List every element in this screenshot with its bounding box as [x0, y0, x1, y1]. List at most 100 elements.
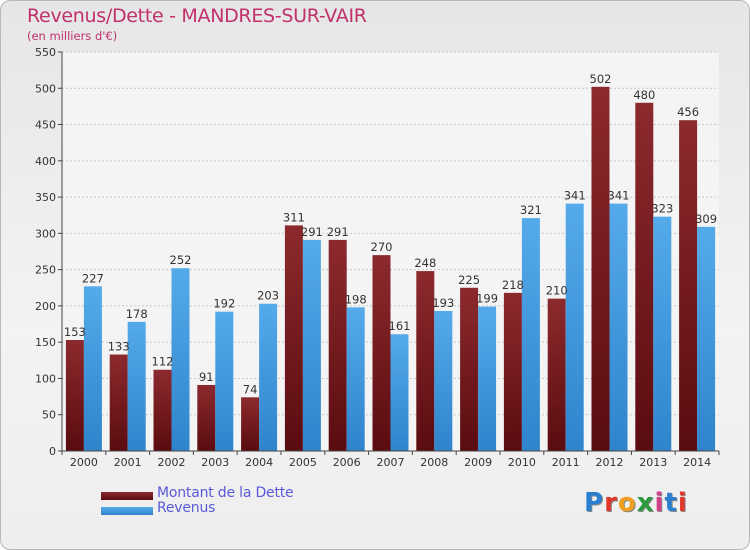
logo-letter: x	[636, 488, 655, 518]
x-tick-label: 2006	[333, 456, 361, 469]
bar-dette	[460, 287, 479, 451]
bar-dette	[65, 340, 84, 451]
y-tick-label: 50	[42, 409, 56, 422]
value-label-revenus: 291	[301, 225, 323, 239]
bar-revenus	[521, 218, 540, 451]
bar-dette	[241, 397, 260, 451]
x-tick-label: 2002	[158, 456, 186, 469]
bar-revenus	[346, 307, 365, 451]
value-label-revenus: 323	[651, 202, 673, 216]
bar-revenus	[259, 303, 278, 451]
legend-swatch-dette	[101, 492, 153, 500]
bar-revenus	[390, 334, 409, 451]
y-tick-label: 550	[35, 46, 56, 59]
value-label-dette: 218	[502, 278, 524, 292]
x-tick-label: 2001	[114, 456, 142, 469]
bar-revenus	[171, 268, 190, 451]
value-label-dette: 133	[108, 340, 130, 354]
chart-subtitle: (en milliers d'€)	[27, 29, 118, 43]
value-label-dette: 112	[152, 355, 174, 369]
bar-dette	[153, 369, 172, 451]
logo-letter: o	[617, 488, 637, 518]
x-tick-label: 2003	[201, 456, 229, 469]
y-tick-label: 400	[35, 155, 56, 168]
bar-dette	[635, 102, 654, 452]
bar-revenus	[434, 310, 453, 451]
y-tick-label: 200	[35, 300, 56, 313]
value-label-dette: 291	[327, 225, 349, 239]
y-tick-label: 350	[35, 191, 56, 204]
bar-dette	[503, 292, 522, 451]
bar-dette	[679, 120, 698, 452]
legend-label-revenus: Revenus	[157, 500, 216, 516]
legend-label-dette: Montant de la Dette	[157, 485, 294, 501]
axes: 0 50 100 150 200 250 300 350 400 450 500 550 2000 200…	[35, 46, 720, 469]
bar-dette	[547, 298, 566, 451]
bar-revenus	[215, 311, 234, 451]
x-tick-label: 2004	[245, 456, 273, 469]
y-tick-label: 150	[35, 336, 56, 349]
x-tick-label: 2000	[70, 456, 98, 469]
x-tick-label: 2010	[508, 456, 536, 469]
bar-revenus	[83, 286, 102, 451]
bar-revenus	[609, 203, 628, 451]
value-label-revenus: 198	[345, 292, 367, 306]
bar-revenus	[697, 226, 716, 451]
value-label-revenus: 321	[520, 203, 542, 217]
value-label-dette: 480	[633, 88, 655, 102]
logo-letter: P	[584, 488, 605, 518]
value-label-dette: 225	[458, 273, 480, 287]
logo-letter: i	[677, 488, 688, 518]
y-tick-label: 450	[35, 119, 56, 132]
value-label-revenus: 341	[564, 189, 586, 203]
x-tick-label: 2014	[683, 456, 711, 469]
bar-dette	[372, 255, 391, 451]
bar-revenus	[565, 203, 584, 451]
value-label-revenus: 341	[608, 189, 630, 203]
logo-letter: t	[664, 488, 678, 518]
bar-dette	[284, 225, 303, 451]
bar-revenus	[653, 216, 672, 451]
value-label-dette: 248	[414, 256, 436, 270]
bar-revenus	[478, 306, 497, 451]
value-label-revenus: 309	[695, 212, 717, 226]
bar-dette	[328, 239, 347, 451]
y-tick-label: 100	[35, 372, 56, 385]
bar-revenus	[127, 321, 146, 451]
chart-title: Revenus/Dette - MANDRES-SUR-VAIR	[27, 5, 367, 27]
value-label-revenus: 178	[126, 307, 148, 321]
logo-letter: r	[604, 488, 618, 518]
x-tick-label: 2013	[639, 456, 667, 469]
x-tick-label: 2012	[596, 456, 624, 469]
bar-dette	[109, 354, 128, 451]
value-label-revenus: 193	[432, 296, 454, 310]
bar-revenus	[302, 239, 321, 451]
value-label-revenus: 199	[476, 292, 498, 306]
bar-dette	[416, 271, 435, 451]
value-label-dette: 311	[283, 210, 305, 224]
value-label-revenus: 227	[82, 271, 104, 285]
x-tick-label: 2007	[377, 456, 405, 469]
legend-swatch-revenus	[101, 507, 153, 515]
value-label-dette: 153	[64, 325, 86, 339]
y-tick-label: 250	[35, 264, 56, 277]
y-tick-label: 300	[35, 227, 56, 240]
value-label-dette: 91	[199, 370, 214, 384]
value-label-revenus: 252	[170, 253, 192, 267]
value-label-revenus: 192	[213, 297, 235, 311]
value-label-revenus: 203	[257, 289, 279, 303]
value-label-revenus: 161	[389, 319, 411, 333]
x-tick-label: 2005	[289, 456, 317, 469]
x-tick-label: 2011	[552, 456, 580, 469]
bars	[65, 86, 716, 452]
bar-dette	[591, 86, 610, 452]
x-tick-label: 2008	[420, 456, 448, 469]
value-label-dette: 210	[546, 284, 568, 298]
y-tick-label: 0	[49, 445, 56, 458]
logo-letter: i	[654, 488, 665, 518]
y-tick-label: 500	[35, 82, 56, 95]
proxiti-logo: Proxiti	[584, 488, 688, 518]
